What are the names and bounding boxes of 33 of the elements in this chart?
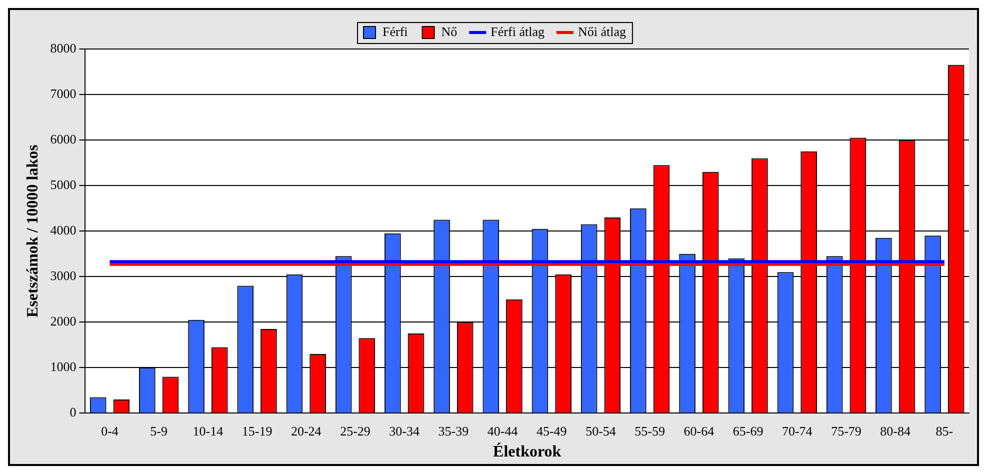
x-tick-label: 70-74 <box>782 423 813 438</box>
x-tick-label: 20-24 <box>290 423 322 438</box>
x-tick-label: 80-84 <box>880 423 912 438</box>
x-tick-label: 10-14 <box>192 423 224 438</box>
x-tick-label: 0-4 <box>101 423 119 438</box>
x-tick-label: 35-39 <box>438 423 469 438</box>
x-tick-label: 15-19 <box>242 423 272 438</box>
y-tick-label: 2000 <box>50 314 76 329</box>
y-tick-label: 7000 <box>50 86 76 101</box>
legend-label: Férfi <box>382 24 408 39</box>
legend-label: Nő <box>441 24 458 39</box>
y-tick-label: 6000 <box>50 131 76 146</box>
x-tick-label: 75-79 <box>831 423 862 438</box>
x-tick-label: 65-69 <box>732 423 764 438</box>
y-tick-label: 8000 <box>50 40 76 56</box>
y-tick-label: 5000 <box>50 176 76 192</box>
y-tick-label: 0 <box>70 404 76 420</box>
x-tick-label: 5-9 <box>150 423 168 438</box>
x-tick-label: 85- <box>936 423 954 438</box>
x-tick-label: 60-64 <box>684 423 715 438</box>
x-tick-label: 40-44 <box>487 423 518 438</box>
x-tick-label: 55-59 <box>634 423 666 438</box>
x-tick-label: 45-49 <box>536 423 567 438</box>
y-axis-title: Esetszámok / 10000 lakos <box>24 144 42 318</box>
x-tick-label: 30-34 <box>389 423 420 438</box>
y-tick-label: 1000 <box>50 359 76 374</box>
x-axis-title: Életkorok <box>493 442 562 461</box>
legend-label: Férfi átlag <box>490 24 545 39</box>
x-tick-label: 50-54 <box>586 423 616 438</box>
y-tick-label: 3000 <box>50 268 76 284</box>
x-tick-label: 25-29 <box>340 423 370 438</box>
y-tick-label: 4000 <box>50 222 76 238</box>
legend-label: Női átlag <box>578 24 626 39</box>
